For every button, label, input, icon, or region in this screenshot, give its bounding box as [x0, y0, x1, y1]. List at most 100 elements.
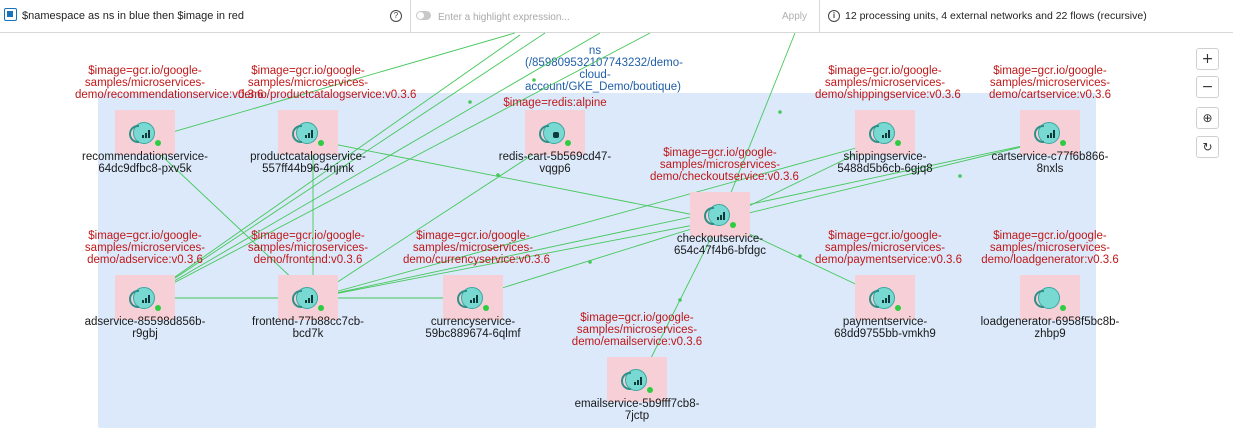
pod-icon: [457, 287, 483, 309]
status-dot-icon: [730, 222, 736, 228]
flow-external-4: [144, 32, 651, 299]
image-label: $image=gcr.io/google-samples/microservic…: [650, 147, 799, 183]
flow-external-2: [144, 32, 546, 299]
flow-arrow-marker: [678, 298, 682, 302]
status-dot-icon: [318, 140, 324, 146]
center-view-button[interactable]: ⊕: [1196, 107, 1219, 129]
pod-icon: [869, 287, 895, 309]
status-dot-icon: [318, 305, 324, 311]
pod-box[interactable]: [278, 110, 338, 155]
info-section: i 12 processing units, 4 external networ…: [820, 0, 1233, 32]
image-label: $image=gcr.io/google-samples/microservic…: [75, 65, 264, 101]
apply-button[interactable]: Apply: [776, 6, 812, 26]
flow-arrow-marker: [468, 100, 472, 104]
flow-frontend-to-shipping: [312, 139, 886, 299]
status-dot-icon: [565, 140, 571, 146]
flow-arrow-marker: [778, 110, 782, 114]
pod-name: recommendationservice-64dc9dfbc8-pxv5k: [82, 151, 208, 175]
query-expression[interactable]: $namespace as ns in blue then $image in …: [22, 10, 244, 22]
pod-name: checkoutservice-654c47f4b6-bfdgc: [673, 233, 767, 257]
image-label: $image=gcr.io/google-samples/microservic…: [815, 65, 961, 101]
pod-name: loadgenerator-6958f5bc8b-zhbp9: [980, 316, 1120, 340]
pod-box[interactable]: [443, 275, 503, 320]
pod-name: currencyservice-59bc889674-6qlmf: [425, 316, 521, 340]
pod-name: cartservice-c77f6b866-8nxls: [991, 151, 1109, 175]
flow-frontend-to-redis: [312, 139, 556, 299]
status-dot-icon: [483, 305, 489, 311]
highlight-section: Apply: [411, 0, 820, 32]
flow-frontend-to-checkout: [312, 219, 721, 299]
query-section: $namespace as ns in blue then $image in …: [0, 0, 411, 32]
database-icon: [539, 122, 565, 144]
flow-arrow-marker: [588, 260, 592, 264]
highlight-toggle[interactable]: [416, 11, 431, 20]
refresh-button[interactable]: ↻: [1196, 136, 1219, 158]
pod-box[interactable]: [115, 110, 175, 155]
status-dot-icon: [647, 387, 653, 393]
namespace-container[interactable]: [98, 93, 1096, 428]
flow-arrow-marker: [496, 173, 500, 177]
pod-box[interactable]: [115, 275, 175, 320]
pod-box[interactable]: [525, 110, 585, 155]
image-label: $image=gcr.io/google-samples/microservic…: [815, 230, 963, 266]
pod-box[interactable]: [690, 192, 750, 237]
flow-external-6: [144, 32, 516, 141]
status-dot-icon: [895, 140, 901, 146]
pod-name: paymentservice-68dd9755bb-vmkh9: [834, 316, 936, 340]
pod-name: shippingservice-5488d5b6cb-6gjq8: [837, 151, 933, 175]
flow-checkout-to-currency: [469, 219, 721, 299]
namespace-label: ns (/859809532107743232/demo-cloud-accou…: [525, 45, 683, 93]
flow-arrow-marker: [958, 174, 962, 178]
pod-box[interactable]: [607, 357, 667, 402]
flow-frontend-to-cart: [312, 139, 1051, 299]
flow-external-1: [144, 34, 521, 299]
pod-icon: [129, 122, 155, 144]
pod-icon: [1034, 122, 1060, 144]
flow-checkout-to-cart: [719, 139, 1051, 221]
status-dot-icon: [1060, 140, 1066, 146]
flow-arrow-marker: [798, 254, 802, 258]
image-label: $image=gcr.io/google-samples/microservic…: [981, 230, 1119, 266]
status-dot-icon: [155, 305, 161, 311]
zoom-in-button[interactable]: +: [1196, 48, 1219, 70]
pod-icon: [1034, 287, 1060, 309]
pod-icon: [129, 287, 155, 309]
help-icon[interactable]: ?: [390, 10, 402, 22]
graph-summary: 12 processing units, 4 external networks…: [845, 10, 1147, 22]
pod-icon: [292, 287, 318, 309]
pod-icon: [869, 122, 895, 144]
pod-icon: [621, 369, 647, 391]
pod-box[interactable]: [855, 110, 915, 155]
pod-box[interactable]: [278, 275, 338, 320]
app-logo-icon: [4, 8, 17, 21]
pod-name: adservice-85598d856b-r9gbj: [84, 316, 206, 340]
status-dot-icon: [155, 140, 161, 146]
info-icon: i: [828, 10, 840, 22]
image-label: $image=gcr.io/google-samples/microservic…: [84, 230, 206, 266]
pod-icon: [292, 122, 318, 144]
pod-name: emailservice-5b9fff7cb8-7jctp: [574, 398, 700, 422]
top-toolbar: $namespace as ns in blue then $image in …: [0, 0, 1233, 33]
status-dot-icon: [895, 305, 901, 311]
image-label: $image=gcr.io/google-samples/microservic…: [238, 65, 417, 101]
status-dot-icon: [1060, 305, 1066, 311]
image-label: $image=gcr.io/google-samples/microservic…: [988, 65, 1112, 101]
flow-external-3: [144, 32, 601, 299]
pod-name: frontend-77b88cc7cb-bcd7k: [252, 316, 364, 340]
pod-icon: [704, 204, 730, 226]
pod-box[interactable]: [1020, 110, 1080, 155]
highlight-input[interactable]: [436, 5, 770, 29]
image-label: $image=gcr.io/google-samples/microservic…: [571, 312, 703, 348]
flow-frontend-to-recommendation: [144, 139, 314, 299]
pod-name: productcatalogservice-557ff44b96-4njmk: [250, 151, 366, 175]
pod-box[interactable]: [1020, 275, 1080, 320]
pod-box[interactable]: [855, 275, 915, 320]
image-label: $image=gcr.io/google-samples/microservic…: [403, 230, 551, 266]
flow-arrow-marker: [532, 78, 536, 82]
image-label: $image=gcr.io/google-samples/microservic…: [247, 230, 369, 266]
flow-checkout-to-productcatalog: [312, 139, 721, 221]
zoom-out-button[interactable]: −: [1196, 76, 1219, 98]
flow-external-5: [719, 32, 796, 221]
pod-name: redis-cart-5b569cd47-vqgp6: [498, 151, 612, 175]
image-label: $image=redis:alpine: [503, 97, 607, 109]
